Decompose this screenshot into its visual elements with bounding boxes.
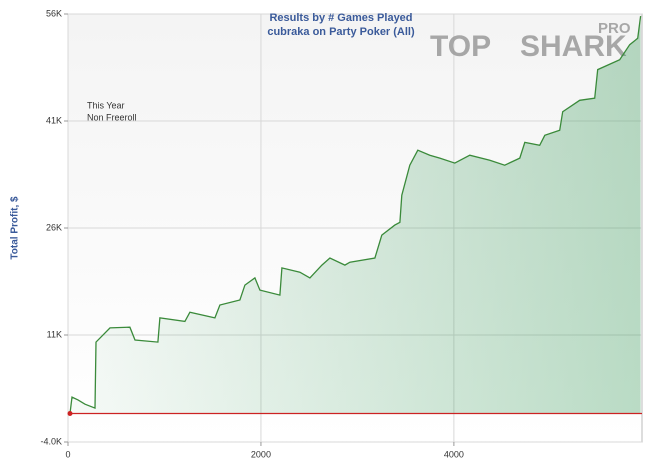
start-point	[67, 410, 73, 416]
x-tick-label: 0	[65, 449, 70, 459]
y-tick-label: 41K	[46, 115, 62, 125]
logo-text: TOP	[430, 30, 491, 63]
annotation: This Year	[87, 100, 125, 110]
area	[68, 16, 641, 414]
x-tick-label: 4000	[444, 449, 464, 459]
y-axis-title: Total Profit, $	[10, 196, 21, 260]
annotation: Non Freeroll	[87, 112, 137, 122]
logo-badge: PRO	[598, 20, 631, 37]
y-tick-label: -4.0K	[40, 436, 62, 446]
y-tick-label: 11K	[47, 329, 62, 339]
line	[68, 16, 642, 415]
chart-title: Results by # Games Played	[269, 12, 412, 24]
y-tick-label: 26K	[46, 222, 62, 232]
y-tick-label: 56K	[46, 8, 62, 18]
chart-subtitle: cubraka on Party Poker (All)	[267, 26, 415, 38]
logo-text: SHARK	[520, 30, 627, 63]
x-tick-label: 2000	[251, 449, 271, 459]
